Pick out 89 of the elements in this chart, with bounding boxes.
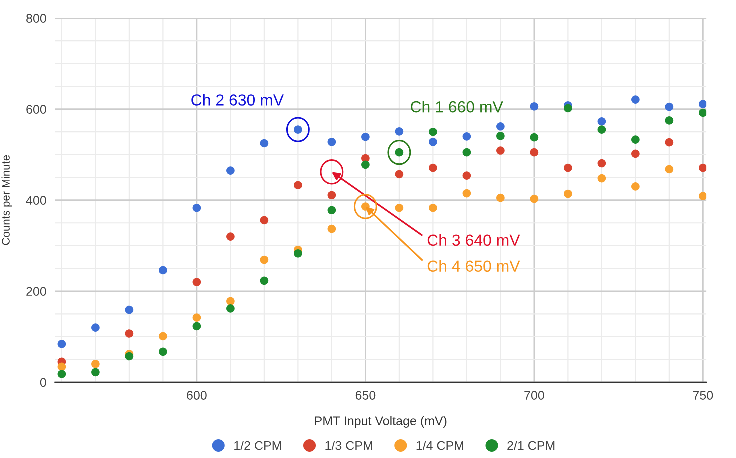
point — [564, 190, 572, 198]
x-tick-label: 650 — [356, 391, 376, 400]
point — [598, 117, 606, 126]
point — [530, 148, 539, 157]
point — [598, 174, 606, 183]
point — [530, 133, 539, 142]
point — [496, 132, 505, 140]
y-axis-title: Counts per Minute — [2, 155, 12, 246]
point — [462, 189, 472, 198]
point — [665, 116, 674, 125]
point — [125, 306, 134, 314]
point — [328, 206, 336, 215]
point — [665, 138, 674, 147]
point — [192, 278, 202, 286]
point — [159, 348, 168, 356]
y-tick-label: 0 — [40, 378, 46, 388]
point — [192, 314, 202, 322]
point — [92, 368, 100, 377]
point — [632, 96, 640, 104]
point — [159, 266, 168, 275]
point — [598, 159, 606, 168]
point — [226, 166, 235, 175]
point — [260, 139, 269, 148]
point — [226, 304, 235, 313]
point — [496, 122, 505, 131]
point — [58, 362, 66, 372]
point — [294, 181, 302, 190]
point — [429, 164, 438, 172]
point — [530, 194, 539, 204]
point — [564, 104, 572, 113]
point — [496, 146, 505, 155]
x-tick-label: 750 — [693, 391, 714, 400]
point — [598, 126, 606, 134]
point — [395, 204, 404, 212]
point — [395, 170, 404, 179]
point — [699, 108, 707, 118]
point — [429, 138, 438, 146]
point — [429, 128, 438, 136]
point — [58, 340, 66, 348]
legend-label: 1/3 CPM — [326, 441, 372, 450]
point — [294, 249, 302, 258]
y-tick-label: 400 — [26, 196, 46, 206]
point — [328, 138, 336, 146]
y-tick-label: 600 — [26, 105, 46, 114]
point — [429, 204, 438, 212]
point — [564, 164, 572, 172]
point — [632, 136, 640, 144]
x-tick-label: 700 — [524, 391, 544, 400]
point — [362, 160, 370, 170]
point — [226, 297, 235, 306]
x-tick-label: 600 — [187, 391, 207, 400]
point — [92, 360, 100, 368]
annotation: Ch 3 640 mV — [428, 234, 520, 246]
point — [260, 256, 269, 264]
legend-label: 1/2 CPM — [234, 441, 282, 450]
x-axis-title: PMT Input Voltage (mV) — [315, 416, 447, 428]
point — [125, 330, 134, 338]
point — [699, 100, 707, 109]
point — [699, 192, 707, 200]
point — [395, 127, 404, 136]
point — [665, 165, 674, 174]
point — [462, 132, 472, 141]
point — [192, 322, 202, 331]
point — [462, 148, 472, 157]
point — [328, 191, 336, 200]
point — [530, 102, 539, 111]
point — [632, 182, 640, 191]
annotation: Ch 1 660 mV — [411, 100, 504, 113]
y-tick-label: 800 — [26, 14, 46, 23]
annotation: Ch 2 630 mV — [192, 94, 284, 106]
legend-label: 1/4 CPM — [416, 441, 464, 450]
point — [58, 370, 66, 378]
annotation: Ch 4 650 mV — [428, 260, 520, 272]
point — [362, 132, 370, 142]
point — [92, 324, 100, 332]
point — [260, 276, 269, 286]
legend-label: 2/1 CPM — [508, 441, 555, 450]
point — [699, 164, 707, 172]
point — [328, 224, 336, 234]
point — [226, 232, 235, 241]
point — [125, 352, 134, 361]
point — [665, 102, 674, 112]
point — [260, 216, 269, 225]
point — [159, 332, 168, 341]
y-tick-label: 200 — [26, 287, 46, 296]
point — [496, 194, 505, 202]
point — [192, 204, 202, 212]
point — [632, 150, 640, 158]
point — [462, 172, 472, 180]
